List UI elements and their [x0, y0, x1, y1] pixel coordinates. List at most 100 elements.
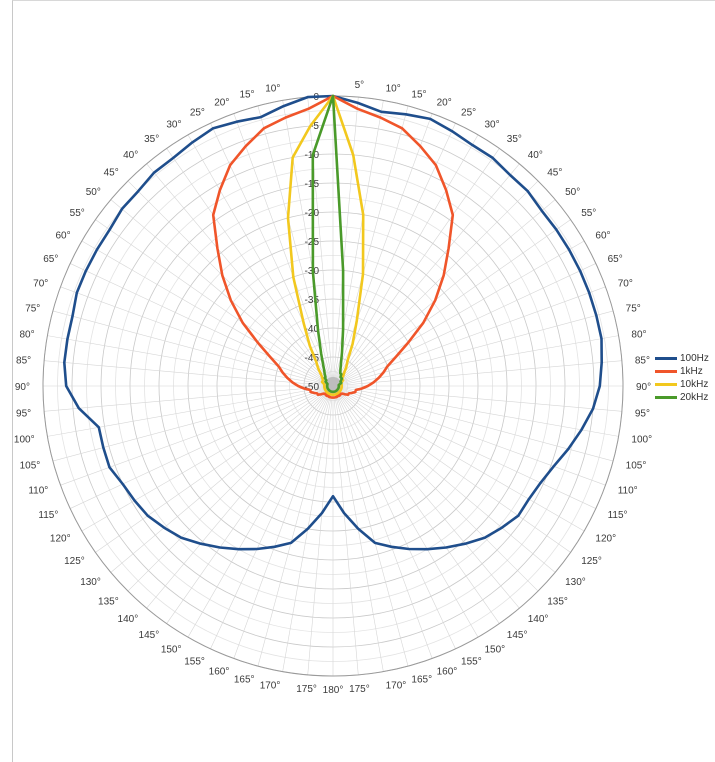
angle-label: 115°	[608, 510, 628, 521]
angle-label: 110°	[618, 486, 638, 497]
series-line-10khz	[286, 94, 365, 396]
grid-spoke	[44, 360, 334, 387]
angle-label: 75°	[25, 304, 40, 315]
angle-label: 110°	[28, 486, 48, 497]
grid-spoke	[282, 100, 334, 387]
angle-label: 125°	[581, 556, 602, 567]
angle-label: 140°	[528, 614, 549, 625]
grid-spoke	[332, 385, 409, 667]
grid-spoke	[60, 385, 334, 486]
angle-label: 15°	[239, 89, 254, 100]
grid-spoke	[332, 105, 409, 387]
angle-label: 40°	[123, 150, 138, 161]
legend-item: 20kHz	[655, 391, 709, 404]
grid-spoke	[95, 385, 334, 553]
grid-spoke	[166, 148, 334, 387]
angle-label: 50°	[565, 187, 580, 198]
grid-spoke	[233, 113, 334, 387]
grid-spoke	[332, 385, 619, 437]
angle-label: 30°	[485, 120, 500, 131]
grid-spoke	[233, 385, 334, 659]
radial-tick-label: -50	[305, 382, 320, 393]
series-line-20khz	[311, 94, 345, 394]
grid-spoke	[332, 385, 479, 638]
angle-label: 95°	[635, 408, 650, 419]
angle-label: 80°	[631, 329, 646, 340]
grid-spoke	[332, 385, 571, 553]
angle-label: 140°	[118, 614, 139, 625]
grid-spoke	[332, 360, 622, 387]
legend-swatch	[655, 396, 677, 399]
angle-label: 155°	[461, 657, 482, 668]
angle-label: 95°	[16, 408, 31, 419]
grid-spoke	[332, 219, 571, 387]
angle-label: 40°	[528, 150, 543, 161]
angle-label: 25°	[190, 107, 205, 118]
grid-spoke	[332, 385, 433, 659]
legend-swatch	[655, 383, 677, 386]
angle-label: 130°	[565, 577, 586, 588]
angle-label: 165°	[234, 675, 255, 686]
angle-label: 150°	[485, 644, 506, 655]
grid-spoke	[332, 385, 456, 649]
grid-spoke	[110, 385, 334, 573]
grid-spoke	[332, 163, 520, 387]
legend-label: 20kHz	[680, 392, 709, 403]
grid-spoke	[95, 219, 334, 387]
radial-tick-label: -35	[305, 295, 320, 306]
radial-tick-label: -45	[305, 353, 320, 364]
grid-spoke	[332, 97, 359, 387]
angle-label: 15°	[411, 89, 426, 100]
radial-tick-label: -5	[310, 121, 319, 132]
grid-spoke	[332, 385, 606, 486]
angle-label: 85°	[16, 356, 31, 367]
angle-label: 170°	[386, 680, 407, 691]
grid-spoke	[332, 286, 606, 387]
grid-spoke	[110, 199, 334, 387]
grid-spoke	[332, 134, 479, 387]
legend-item: 10kHz	[655, 378, 709, 391]
angle-label: 70°	[618, 278, 633, 289]
grid-spoke	[332, 263, 596, 387]
grid-spoke	[146, 385, 334, 609]
angle-label: 180°	[323, 685, 344, 696]
angle-label: 125°	[64, 556, 85, 567]
angle-label: 20°	[437, 97, 452, 108]
angle-label: 80°	[19, 329, 34, 340]
angle-label: 150°	[161, 644, 182, 655]
grid-spoke	[332, 385, 556, 573]
angle-label: 75°	[626, 304, 641, 315]
grid-spoke	[81, 240, 334, 387]
angle-label: 130°	[80, 577, 101, 588]
legend-item: 100Hz	[655, 352, 709, 365]
angle-label: 100°	[14, 435, 35, 446]
angle-label: 65°	[43, 254, 58, 265]
angle-label: 120°	[595, 534, 616, 545]
grid-spoke	[332, 148, 500, 387]
angle-label: 105°	[626, 460, 647, 471]
angle-label: 165°	[411, 675, 432, 686]
angle-label: 5°	[355, 80, 365, 91]
grid-spoke	[332, 385, 614, 462]
angle-label: 175°	[349, 684, 370, 695]
angle-label: 170°	[260, 680, 281, 691]
grid-spoke	[44, 385, 334, 412]
chart-frame	[12, 0, 715, 762]
grid-spoke	[332, 385, 585, 532]
grid-spoke	[166, 385, 334, 624]
angle-label: 115°	[38, 510, 58, 521]
radial-tick-label: -40	[305, 324, 320, 335]
grid-spoke	[70, 263, 334, 387]
angle-label: 10°	[386, 84, 401, 95]
angle-label: 135°	[547, 596, 568, 607]
legend-label: 1kHz	[680, 366, 703, 377]
angle-label: 85°	[635, 356, 650, 367]
angle-label: 65°	[608, 254, 623, 265]
grid-spoke	[307, 97, 334, 387]
angle-label: 120°	[50, 534, 71, 545]
grid-spoke	[332, 385, 622, 412]
grid-spoke	[332, 385, 520, 609]
legend-label: 10kHz	[680, 379, 709, 390]
grid-spoke	[81, 385, 334, 532]
